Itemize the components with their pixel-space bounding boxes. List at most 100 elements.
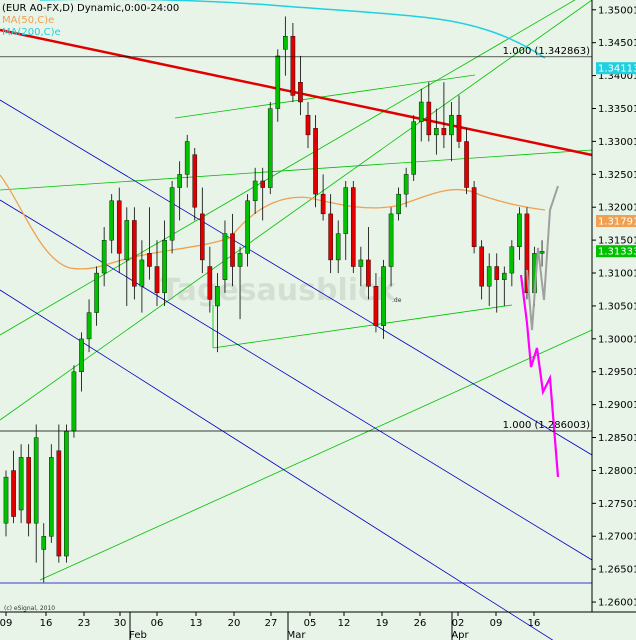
- candle-body: [162, 239, 167, 294]
- x-tick-label: 19: [376, 618, 389, 629]
- y-tick-label: 1.345013: [598, 38, 636, 49]
- candle-body: [49, 457, 54, 537]
- green-channel-line: [212, 304, 513, 349]
- candle-body: [403, 174, 409, 195]
- y-tick-label: 1.260013: [598, 598, 636, 609]
- candle-body: [283, 35, 288, 50]
- candle-body: [313, 128, 318, 195]
- x-tick-label: 05: [304, 618, 317, 629]
- candle-body: [486, 266, 492, 287]
- legend-ma200: MA(200,C)e: [2, 27, 61, 38]
- candle-body: [124, 220, 130, 261]
- y-tick-label: 1.305013: [598, 301, 636, 312]
- x-tick-label: 09: [490, 618, 503, 629]
- candle-body: [260, 180, 266, 188]
- price-tag-box: [596, 215, 636, 228]
- candle-body: [177, 174, 182, 188]
- y-tick-label: 1.280013: [598, 466, 636, 477]
- candle-body: [199, 213, 205, 261]
- candle-body: [26, 457, 31, 524]
- y-tick-label: 1.300013: [598, 334, 636, 345]
- candle-body: [396, 193, 401, 215]
- x-tick-label: 06: [151, 618, 164, 629]
- candle-body: [169, 187, 175, 241]
- candle-body: [109, 200, 114, 241]
- candle-body: [351, 187, 356, 267]
- candles: [3, 16, 545, 583]
- green-channel-line: [0, 0, 593, 421]
- candle-body: [132, 220, 137, 287]
- y-tick-label: 1.295013: [598, 367, 636, 378]
- candle-body: [411, 121, 417, 175]
- candle-body: [33, 437, 39, 524]
- candle-body: [502, 272, 507, 280]
- x-tick-label: 16: [40, 618, 53, 629]
- ma200-line: [40, 0, 546, 59]
- y-tick-label: 1.325013: [598, 170, 636, 181]
- candle-body: [539, 251, 545, 254]
- candle-body: [471, 187, 477, 247]
- candle-body: [267, 108, 273, 188]
- candle-body: [147, 253, 152, 267]
- y-axis-ticks: 1.350013 1.345013 1.340013 1.335013 1.330013…: [592, 5, 636, 609]
- candle-body: [252, 180, 258, 201]
- y-tick-label: 1.270013: [598, 532, 636, 543]
- red-trend-line: [0, 28, 593, 157]
- x-tick-label: 16: [528, 618, 541, 629]
- price-tag-label: 1.313330: [598, 247, 636, 258]
- candle-body: [11, 470, 16, 517]
- candle-body: [116, 200, 122, 254]
- candle-body: [154, 266, 160, 294]
- legend-ma50: MA(50,C)e: [2, 15, 54, 26]
- candle-body: [3, 476, 9, 524]
- candle-body: [298, 82, 303, 103]
- month-label: Apr: [451, 630, 469, 640]
- x-tick-label: 30: [114, 618, 127, 629]
- ma50-line: [0, 174, 546, 270]
- price-tag-label: 1.341136: [598, 64, 636, 75]
- candle-body: [426, 101, 432, 136]
- price-tags: 1.341136 1.317914 1.313330: [596, 62, 636, 258]
- candle-body: [366, 259, 371, 287]
- x-tick-label: 12: [338, 618, 351, 629]
- candle-body: [517, 213, 522, 247]
- candle-body: [388, 213, 394, 267]
- candle-body: [373, 286, 379, 326]
- candle-body: [358, 259, 364, 267]
- x-tick-label: 20: [228, 618, 241, 629]
- watermark-suffix: .de: [392, 297, 402, 304]
- y-tick-label: 1.350013: [598, 5, 636, 16]
- candle-body: [230, 233, 235, 267]
- candle-body: [509, 246, 515, 274]
- blue-channel-line: [0, 199, 593, 561]
- candle-body: [464, 141, 469, 188]
- candle-body: [94, 272, 99, 313]
- candle-body: [192, 154, 198, 208]
- forecast-paths: [519, 185, 560, 478]
- watermark-text: Tagesausblick: [160, 273, 397, 308]
- month-label: Mar: [287, 630, 307, 640]
- chart-title: (EUR A0-FX,D) Dynamic,0:00-24:00: [2, 3, 179, 14]
- green-channel-line: [39, 329, 593, 581]
- y-tick-label: 1.315013: [598, 236, 636, 247]
- y-tick-label: 1.335013: [598, 104, 636, 115]
- y-tick-label: 1.290013: [598, 400, 636, 411]
- candle-body: [320, 193, 326, 215]
- candle-body: [71, 371, 77, 432]
- candle-body: [222, 233, 228, 280]
- price-tag-box: [596, 245, 636, 258]
- x-tick-label: 27: [265, 618, 278, 629]
- y-tick-label: 1.265013: [598, 565, 636, 576]
- month-label: Feb: [129, 630, 147, 640]
- moving-averages: [0, 0, 546, 270]
- x-axis-ticks: 09 16 23 30 06 13 20 27 05 12 19 26 02 09 16 Feb Mar Apr: [0, 612, 540, 640]
- y-tick-label: 1.275013: [598, 499, 636, 510]
- candle-body: [101, 239, 107, 274]
- candle-body: [275, 55, 281, 109]
- green-channel-line: [0, 149, 593, 191]
- x-tick-label: 23: [78, 618, 91, 629]
- price-tag-label: 1.317914: [598, 217, 636, 228]
- candle-body: [207, 266, 213, 300]
- candle-body: [381, 266, 386, 326]
